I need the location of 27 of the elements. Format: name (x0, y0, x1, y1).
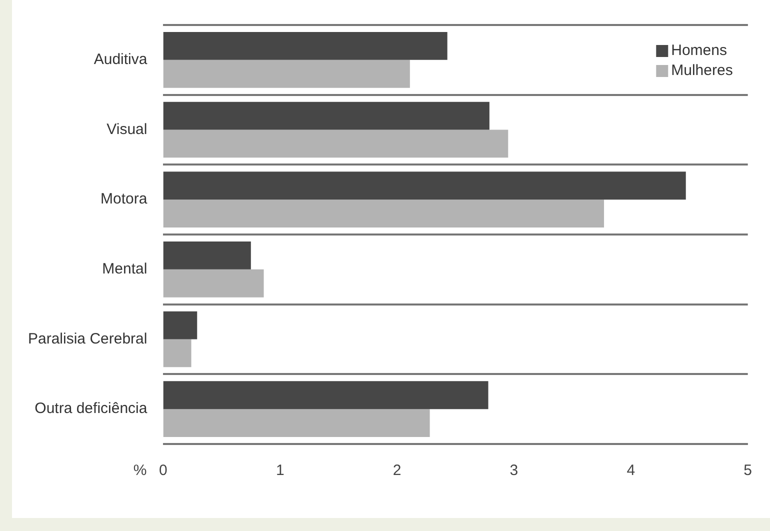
bar (163, 381, 488, 410)
x-tick-label: 4 (626, 462, 636, 480)
y-tick-label: Paralisia Cerebral (28, 330, 148, 348)
bar (163, 241, 251, 270)
bar (163, 60, 410, 88)
bar (163, 200, 604, 228)
y-tick-label: Outra deficiência (34, 400, 148, 418)
bar (163, 130, 508, 158)
bar (163, 269, 264, 298)
legend-label: Mulheres (671, 62, 733, 80)
bar (163, 102, 490, 130)
bar (163, 311, 198, 340)
y-tick-label: Motora (100, 190, 148, 208)
x-axis-title: % (133, 462, 147, 480)
bar (163, 172, 686, 200)
bar (163, 409, 430, 438)
bar (163, 339, 192, 368)
x-tick-label: 1 (276, 462, 284, 480)
x-tick-label: 5 (744, 462, 752, 480)
legend-label: Homens (671, 42, 727, 60)
y-tick-label: Auditiva (94, 51, 148, 68)
x-tick-label: 2 (392, 462, 402, 480)
bar (163, 32, 448, 60)
x-tick-label: 0 (159, 462, 168, 480)
y-tick-label: Mental (102, 260, 148, 278)
y-tick-label: Visual (106, 120, 148, 138)
x-tick-label: 3 (510, 462, 518, 480)
